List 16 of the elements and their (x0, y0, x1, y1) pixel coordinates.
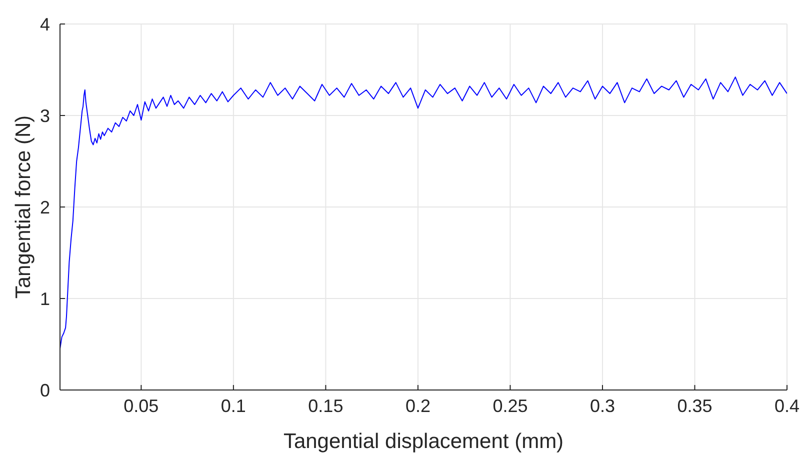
x-tick-label: 0.1 (220, 396, 246, 416)
y-axis-title: Tangential force (N) (12, 115, 35, 299)
y-tick-label: 4 (40, 14, 50, 34)
x-tick-label: 0.05 (124, 396, 159, 416)
line-series (60, 76, 787, 350)
x-tick-label: 0.25 (492, 396, 528, 416)
x-axis-title: Tangential displacement (mm) (283, 430, 564, 453)
y-tick-label: 0 (40, 380, 50, 400)
x-tick-label: 0.3 (590, 396, 615, 416)
x-tick-label: 0.15 (308, 396, 344, 416)
x-tick-label: 0.2 (405, 396, 430, 416)
y-tick-label: 2 (40, 197, 50, 218)
x-tick-label: 0.4 (774, 396, 800, 416)
x-tick-label: 0.35 (677, 396, 712, 416)
y-tick-label: 3 (40, 106, 50, 126)
y-tick-label: 1 (40, 288, 50, 309)
